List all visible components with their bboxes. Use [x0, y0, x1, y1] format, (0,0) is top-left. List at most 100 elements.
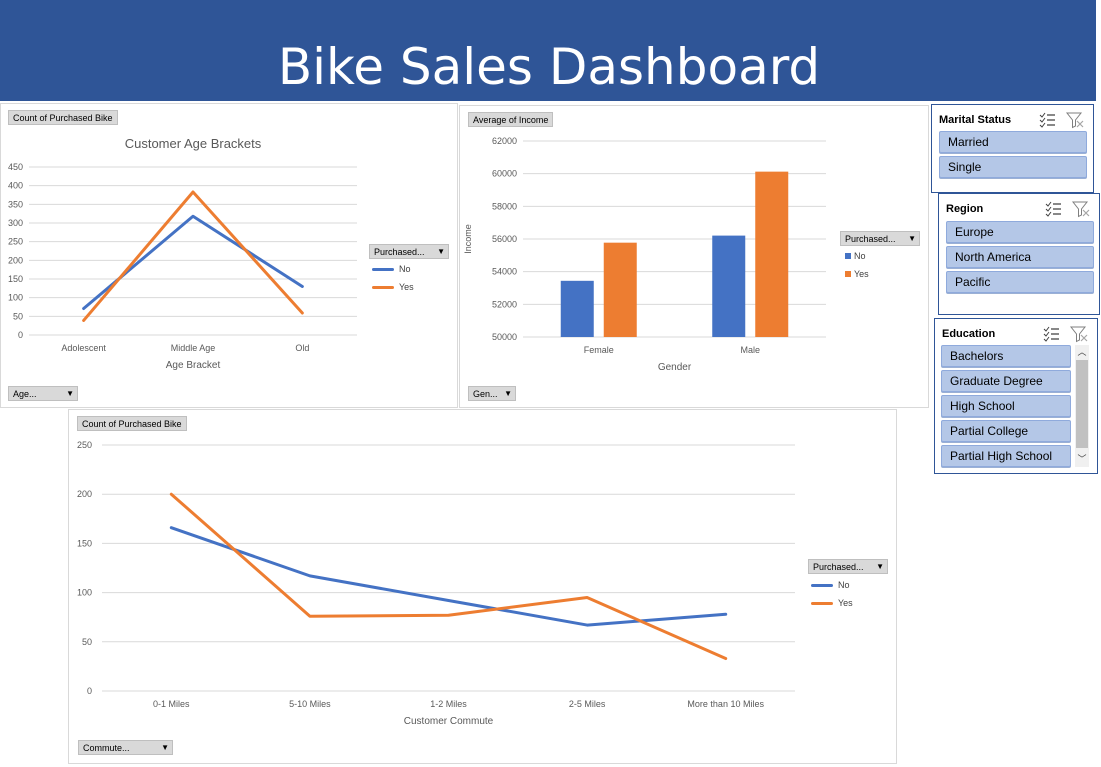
clear-filter-icon[interactable] [1071, 201, 1090, 218]
clear-filter-icon[interactable] [1065, 112, 1084, 129]
age-axis-field-button[interactable]: Age... ▼ [8, 386, 78, 401]
commute-axis-field-label: Commute... [83, 743, 130, 753]
legend-swatch-yes [845, 271, 851, 277]
legend-line-no [372, 268, 394, 271]
y-tick-label: 56000 [492, 234, 517, 244]
slicer-icon-group [1039, 112, 1084, 129]
slicer-item-married[interactable]: Married [939, 131, 1087, 153]
income-chart: 50000 52000 54000 56000 58000 60000 62000 Femal… [463, 136, 826, 373]
region-slicer: Region Europe North America Pacific [938, 193, 1100, 315]
age-chart-panel: Count of Purchased Bike 0 50 100 150 200 250 3… [0, 103, 458, 408]
legend-line-no [811, 584, 833, 587]
y-tick-label: 200 [8, 255, 23, 265]
scroll-thumb[interactable] [1076, 360, 1088, 448]
commute-chart-panel: Count of Purchased Bike 0 50 100 150 200 250 0… [68, 409, 897, 764]
income-axis-field-label: Gen... [473, 389, 498, 399]
income-legend-field-button[interactable]: Purchased... ▼ [840, 231, 920, 246]
age-axis-field-label: Age... [13, 389, 37, 399]
y-tick-label: 60000 [492, 169, 517, 179]
dashboard-banner: Bike Sales Dashboard [0, 0, 1096, 101]
slicer-title: Marital Status [939, 114, 1012, 126]
legend-item-no: No [369, 260, 449, 278]
x-tick-label: 1-2 Miles [430, 699, 467, 709]
scroll-up-icon[interactable]: ︿ [1077, 347, 1087, 357]
x-tick-label: 0-1 Miles [153, 699, 190, 709]
y-tick-label: 150 [77, 538, 92, 548]
legend-swatch-no [845, 253, 851, 259]
slicer-item-pacific[interactable]: Pacific [946, 271, 1094, 293]
slicer-title: Region [946, 203, 984, 215]
y-tick-label: 150 [8, 274, 23, 284]
slicer-icon-group [1045, 201, 1090, 218]
commute-value-field-button[interactable]: Count of Purchased Bike [77, 416, 187, 431]
y-axis-title: Income [463, 224, 473, 254]
legend-item-yes: Yes [808, 594, 888, 612]
slicer-item-bachelors[interactable]: Bachelors [941, 345, 1071, 367]
series-line-no [82, 214, 304, 310]
marital-status-slicer: Marital Status Married Single [931, 104, 1094, 193]
y-tick-label: 400 [8, 181, 23, 191]
commute-chart: 0 50 100 150 200 250 0-1 Miles 5-10 Miles 1-2 Mi… [77, 440, 795, 727]
series-line-yes [82, 190, 304, 322]
y-tick-label: 350 [8, 199, 23, 209]
x-axis-title: Gender [658, 362, 692, 373]
scroll-down-icon[interactable]: ﹀ [1077, 454, 1087, 464]
clear-filter-icon[interactable] [1069, 326, 1088, 343]
legend-item-yes: Yes [840, 265, 920, 283]
age-value-field-button[interactable]: Count of Purchased Bike [8, 110, 118, 125]
age-legend-field-button[interactable]: Purchased... ▼ [369, 244, 449, 259]
y-tick-label: 200 [77, 489, 92, 499]
multi-select-icon[interactable] [1043, 326, 1059, 342]
slicer-item-north-america[interactable]: North America [946, 246, 1094, 268]
slicer-item-graduate-degree[interactable]: Graduate Degree [941, 370, 1071, 392]
y-tick-label: 250 [8, 237, 23, 247]
legend-item-no: No [840, 247, 920, 265]
x-axis-title: Age Bracket [166, 360, 221, 371]
slicer-item-single[interactable]: Single [939, 156, 1087, 178]
legend-label: No [854, 251, 866, 261]
age-legend-field-label: Purchased... [374, 247, 425, 257]
commute-legend-field-button[interactable]: Purchased... ▼ [808, 559, 888, 574]
series-line-yes [169, 492, 728, 661]
education-scrollbar[interactable]: ︿ ﹀ [1075, 345, 1089, 467]
income-chart-panel: Average of Income 50000 52000 54000 56000 58… [459, 105, 929, 408]
bar-no [712, 235, 746, 337]
multi-select-icon[interactable] [1045, 201, 1061, 217]
dropdown-arrow-icon: ▼ [161, 743, 169, 752]
series-line-no [169, 526, 728, 627]
income-legend-field-label: Purchased... [845, 234, 896, 244]
legend-label: Yes [838, 598, 853, 608]
income-axis-field-button[interactable]: Gen... ▼ [468, 386, 516, 401]
slicer-item-partial-high-school[interactable]: Partial High School [941, 445, 1071, 467]
dropdown-arrow-icon: ▼ [437, 247, 445, 256]
legend-label: No [838, 580, 850, 590]
y-tick-label: 50 [82, 637, 92, 647]
x-tick-label: 5-10 Miles [289, 699, 331, 709]
legend-label: No [399, 264, 411, 274]
x-tick-label: 2-5 Miles [569, 699, 606, 709]
income-value-field-button[interactable]: Average of Income [468, 112, 554, 127]
y-tick-label: 54000 [492, 267, 517, 277]
multi-select-icon[interactable] [1039, 112, 1055, 128]
y-tick-label: 250 [77, 440, 92, 450]
legend-item-yes: Yes [369, 278, 449, 296]
x-tick-label: Middle Age [171, 343, 216, 353]
slicer-item-europe[interactable]: Europe [946, 221, 1094, 243]
x-axis-title: Customer Commute [404, 716, 494, 727]
slicer-item-partial-college[interactable]: Partial College [941, 420, 1071, 442]
x-tick-label: Adolescent [61, 343, 106, 353]
x-tick-label: More than 10 Miles [687, 699, 764, 709]
y-tick-label: 300 [8, 218, 23, 228]
y-tick-label: 50 [13, 311, 23, 321]
y-tick-label: 100 [77, 588, 92, 598]
commute-legend: No Yes [808, 576, 888, 612]
slicer-item-high-school[interactable]: High School [941, 395, 1071, 417]
y-tick-label: 0 [18, 330, 23, 340]
bar-no [560, 280, 594, 337]
y-tick-label: 50000 [492, 332, 517, 342]
commute-legend-field-label: Purchased... [813, 562, 864, 572]
dropdown-arrow-icon: ▼ [876, 562, 884, 571]
bar-yes [603, 242, 637, 337]
x-tick-label: Female [584, 345, 614, 355]
commute-axis-field-button[interactable]: Commute... ▼ [78, 740, 173, 755]
